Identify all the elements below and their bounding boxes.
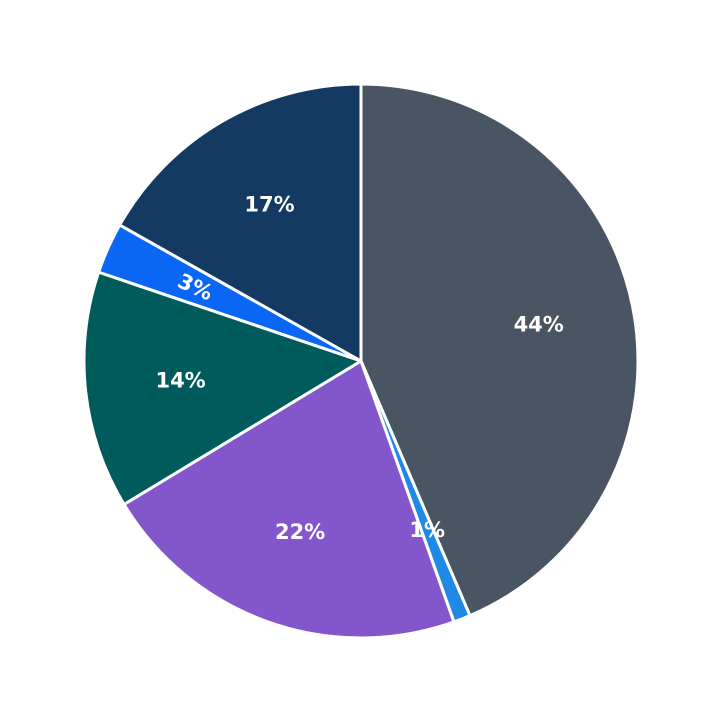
pie-slice-22pct	[122, 359, 456, 640]
pie-slice-14pct	[82, 270, 363, 506]
pie-label-slice-22pct: 22%	[275, 520, 325, 544]
pie-label-slice-44pct: 44%	[514, 313, 564, 337]
pie-label-slice-1pct: 1%	[409, 518, 445, 542]
pie-label-slice-17pct: 17%	[244, 192, 294, 216]
pie-slice-44pct	[359, 82, 640, 618]
pie-label-slice-14pct: 14%	[155, 369, 205, 393]
pie-slice-17pct	[118, 82, 363, 363]
